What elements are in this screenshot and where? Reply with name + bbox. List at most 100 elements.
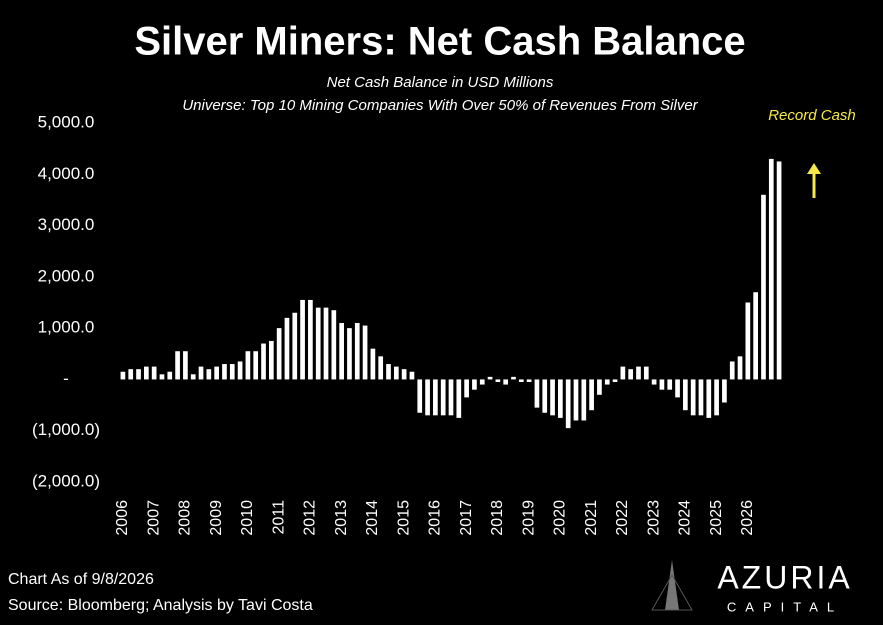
x-tick-label: 2018 xyxy=(489,500,506,536)
bar xyxy=(706,379,712,418)
bar xyxy=(448,379,454,416)
bar xyxy=(331,310,337,380)
bar xyxy=(440,379,446,416)
bar xyxy=(456,379,462,418)
bar xyxy=(183,351,188,380)
bar xyxy=(370,348,376,380)
bar xyxy=(229,364,235,380)
chart-title: Silver Miners: Net Cash Balance xyxy=(134,20,745,64)
annotation-arrow-head xyxy=(807,163,821,174)
subtitle: Universe: Top 10 Mining Companies With O… xyxy=(182,97,698,114)
logo-mark xyxy=(665,560,679,610)
bar xyxy=(190,374,196,380)
bar xyxy=(526,379,532,382)
bar xyxy=(292,312,298,380)
bar xyxy=(159,374,165,380)
bar xyxy=(206,369,212,380)
bar xyxy=(628,369,634,380)
x-tick-label: 2022 xyxy=(614,500,631,536)
bar xyxy=(683,379,688,411)
bar xyxy=(300,299,305,380)
bar xyxy=(120,371,126,380)
bar xyxy=(753,292,759,380)
bar xyxy=(308,299,313,380)
logo-mark xyxy=(651,573,693,611)
bar xyxy=(401,369,407,380)
x-tick-label: 2011 xyxy=(270,500,287,535)
subtitle: Net Cash Balance in USD Millions xyxy=(327,74,554,91)
brand-sub: CAPITAL xyxy=(727,599,843,614)
bar xyxy=(393,366,399,380)
bar xyxy=(722,379,727,403)
x-tick-label: 2020 xyxy=(552,500,569,536)
x-tick-label: 2009 xyxy=(208,500,225,536)
x-tick-label: 2021 xyxy=(583,500,600,536)
bar xyxy=(347,328,352,380)
bar xyxy=(339,323,344,380)
bar xyxy=(690,379,696,416)
bar xyxy=(472,379,477,390)
bar xyxy=(143,366,149,380)
bar xyxy=(151,366,157,380)
bar xyxy=(518,379,524,382)
y-tick-label: (2,000.0) xyxy=(32,471,100,490)
bar xyxy=(729,361,735,380)
x-tick-label: 2008 xyxy=(177,500,194,536)
x-tick-label: 2012 xyxy=(302,500,319,536)
bar xyxy=(636,366,641,380)
y-tick-label: 1,000.0 xyxy=(38,318,95,337)
bar xyxy=(175,351,180,380)
bar xyxy=(698,379,704,416)
bar xyxy=(534,379,540,408)
bar xyxy=(643,366,649,380)
x-tick-label: 2017 xyxy=(458,500,475,536)
bar xyxy=(128,369,134,380)
bar xyxy=(558,379,563,418)
bar xyxy=(675,379,680,398)
bar xyxy=(745,302,751,380)
bar xyxy=(542,379,548,413)
bar xyxy=(604,379,610,385)
x-tick-label: 2016 xyxy=(427,500,444,536)
x-tick-label: 2026 xyxy=(739,500,756,536)
bar xyxy=(237,361,243,380)
bar xyxy=(597,379,602,395)
x-tick-label: 2007 xyxy=(145,500,162,536)
y-tick-label: 4,000.0 xyxy=(38,164,95,183)
x-tick-label: 2024 xyxy=(677,500,694,536)
x-tick-label: 2010 xyxy=(239,500,256,536)
bar xyxy=(222,364,227,380)
x-tick-label: 2006 xyxy=(114,500,131,536)
bar xyxy=(503,379,509,385)
logo xyxy=(651,560,693,611)
bar xyxy=(550,379,555,416)
bar xyxy=(737,356,743,380)
bar xyxy=(253,351,259,380)
bar xyxy=(386,364,391,380)
bar xyxy=(651,379,657,385)
bar xyxy=(511,376,516,380)
bar xyxy=(659,379,665,390)
bar xyxy=(612,379,618,382)
bar xyxy=(487,376,493,380)
x-tick-label: 2023 xyxy=(645,500,662,536)
bar xyxy=(433,379,438,416)
x-tick-label: 2013 xyxy=(333,500,350,536)
bar xyxy=(276,328,282,380)
x-tick-label: 2025 xyxy=(708,500,725,536)
bar xyxy=(245,351,251,380)
bar xyxy=(495,379,501,382)
y-tick-label: 2,000.0 xyxy=(38,266,95,285)
x-tick-label: 2015 xyxy=(395,500,412,536)
bar xyxy=(714,379,719,416)
y-tick-label: - xyxy=(63,369,69,388)
bar xyxy=(761,194,766,380)
bar xyxy=(620,366,626,380)
bar xyxy=(776,161,782,380)
brand: AZURIA xyxy=(717,559,852,595)
y-tick-label: 5,000.0 xyxy=(38,112,95,131)
bar xyxy=(323,307,329,380)
bar xyxy=(768,158,774,380)
x-tick-label: 2014 xyxy=(364,500,381,536)
